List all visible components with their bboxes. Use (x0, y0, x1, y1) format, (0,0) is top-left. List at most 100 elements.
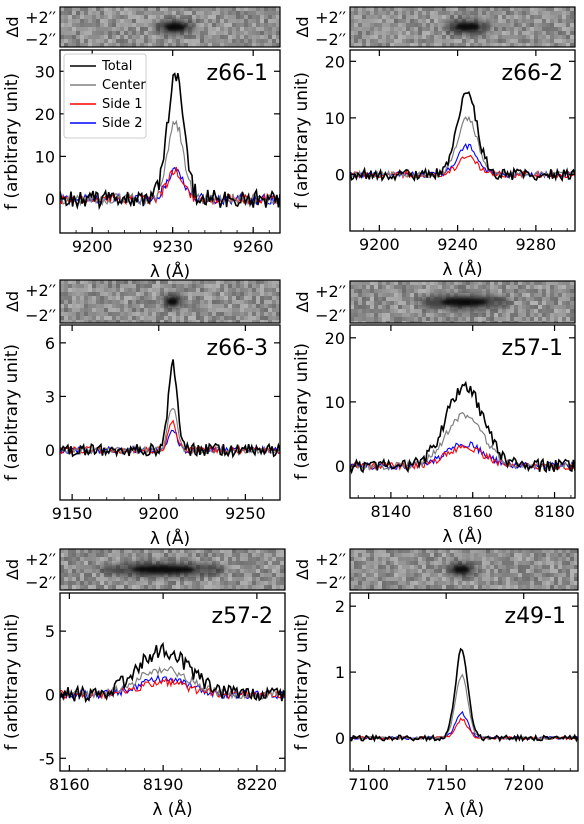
strip-noise-cell (382, 569, 386, 573)
strip-noise-cell (482, 313, 486, 317)
strip-noise-cell (502, 577, 506, 581)
strip-noise-cell (256, 300, 260, 304)
strip-noise-cell (490, 27, 494, 31)
strip-noise-cell (530, 573, 534, 577)
strip-noise-cell (542, 35, 546, 39)
strip-noise-cell (96, 15, 100, 19)
strip-noise-cell (366, 585, 370, 589)
strip-noise-cell (458, 15, 462, 19)
strip-noise-cell (132, 304, 136, 308)
strip-noise-cell (386, 23, 390, 27)
strip-noise-cell (184, 312, 188, 316)
strip-noise-cell (414, 39, 418, 43)
strip-noise-cell (430, 11, 434, 15)
strip-noise-cell (546, 565, 550, 569)
strip-noise-cell (200, 296, 204, 300)
strip-noise-cell (474, 285, 478, 289)
strip-noise-cell (84, 7, 88, 11)
strip-noise-cell (374, 15, 378, 19)
strip-noise-cell (64, 553, 68, 557)
strip-noise-cell (84, 15, 88, 19)
strip-noise-cell (406, 309, 410, 313)
strip-noise-cell (426, 43, 430, 47)
strip-noise-cell (450, 309, 454, 313)
strip-noise-cell (200, 39, 204, 43)
strip-noise-cell (212, 300, 216, 304)
strip-noise-cell (366, 11, 370, 15)
strip-noise-cell (390, 573, 394, 577)
strip-noise-cell (128, 27, 132, 31)
strip-noise-cell (248, 35, 252, 39)
strip-noise-cell (430, 581, 434, 585)
strip-noise-cell (260, 35, 264, 39)
strip-noise-cell (224, 296, 228, 300)
strip-noise-cell (470, 285, 474, 289)
strip-noise-cell (554, 11, 558, 15)
strip-noise-cell (276, 284, 280, 288)
strip-noise-cell (96, 27, 100, 31)
strip-noise-cell (494, 289, 498, 293)
series-line-total (60, 72, 280, 211)
strip-noise-cell (530, 301, 534, 305)
strip-noise-cell (422, 11, 426, 15)
strip-noise-cell (92, 312, 96, 316)
strip-noise-cell (92, 15, 96, 19)
strip-noise-cell (204, 585, 208, 589)
strip-noise-cell (354, 561, 358, 565)
strip-noise-cell (252, 43, 256, 47)
strip-noise-cell (558, 7, 562, 11)
strip-noise-cell (374, 23, 378, 27)
strip-noise-cell (354, 577, 358, 581)
strip-noise-cell (406, 281, 410, 285)
strip-noise-cell (96, 308, 100, 312)
strip-noise-cell (176, 549, 180, 553)
strip-noise-cell (188, 292, 192, 296)
strip-noise-cell (366, 301, 370, 305)
strip-noise-cell (252, 569, 256, 573)
strip-noise-cell (514, 321, 518, 323)
strip-noise-cell (382, 305, 386, 309)
strip-noise-cell (562, 553, 566, 557)
strip-noise-cell (248, 292, 252, 296)
strip-noise-cell (566, 301, 570, 305)
strip-noise-cell (256, 15, 260, 19)
strip-noise-cell (76, 573, 80, 577)
strip-noise-cell (184, 288, 188, 292)
strip-noise-cell (490, 293, 494, 297)
strip-noise-cell (414, 573, 418, 577)
strip-noise-cell (522, 321, 526, 323)
strip-noise-cell (280, 581, 284, 585)
strip-noise-cell (370, 321, 374, 323)
strip-noise-cell (426, 19, 430, 23)
strip-noise-cell (104, 288, 108, 292)
strip-noise-cell (104, 577, 108, 581)
strip-noise-cell (426, 577, 430, 581)
strip-noise-cell (124, 27, 128, 31)
strip-noise-cell (240, 573, 244, 577)
strip-noise-cell (208, 316, 212, 320)
strip-noise-cell (446, 321, 450, 323)
strip-noise-cell (244, 308, 248, 312)
strip-noise-cell (88, 27, 92, 31)
strip-noise-cell (108, 312, 112, 316)
x-tick-label: 9150 (52, 504, 93, 523)
strip-noise-cell (232, 585, 236, 589)
strip-noise-cell (450, 7, 454, 11)
strip-noise-cell (132, 308, 136, 312)
strip-noise-cell (518, 27, 522, 31)
strip-noise-cell (232, 35, 236, 39)
strip-noise-cell (96, 39, 100, 43)
strip-noise-cell (394, 15, 398, 19)
strip-noise-cell (518, 43, 522, 47)
strip-noise-cell (256, 557, 260, 561)
strip-noise-cell (506, 573, 510, 577)
series-group (60, 72, 280, 211)
strip-noise-cell (434, 309, 438, 313)
y-axis-label: f (arbitrary unit) (2, 344, 22, 481)
strip-noise-cell (248, 585, 252, 589)
strip-noise-cell (136, 284, 140, 288)
strip-noise-cell (244, 296, 248, 300)
strip-noise-cell (148, 585, 152, 589)
strip-noise-cell (216, 284, 220, 288)
